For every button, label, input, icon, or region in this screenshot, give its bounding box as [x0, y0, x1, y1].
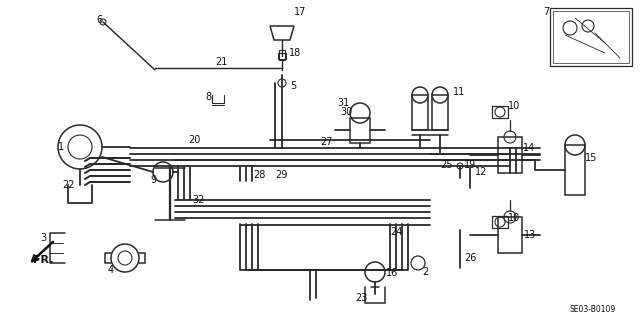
Text: 16: 16	[386, 268, 398, 278]
Text: 10: 10	[508, 101, 520, 111]
Bar	[550, 8, 632, 66]
Text: 29: 29	[275, 170, 287, 180]
Text: 27: 27	[320, 137, 333, 147]
Text: 23: 23	[355, 293, 367, 303]
Bar	[553, 11, 629, 63]
Text: 6: 6	[96, 15, 102, 25]
Text: 18: 18	[289, 48, 301, 58]
Text: 12: 12	[475, 167, 488, 177]
Bar	[565, 145, 585, 195]
Bar	[350, 118, 370, 143]
Text: 20: 20	[188, 135, 200, 145]
Text: 10: 10	[508, 213, 520, 223]
Text: 3: 3	[40, 233, 46, 243]
Text: 30: 30	[340, 107, 352, 117]
Bar	[498, 217, 522, 253]
Text: 1: 1	[58, 142, 64, 152]
Text: 24: 24	[390, 227, 403, 237]
Text: 11: 11	[453, 87, 465, 97]
Bar	[278, 53, 286, 59]
Text: 28: 28	[253, 170, 266, 180]
Text: 26: 26	[464, 253, 476, 263]
Text: 7: 7	[543, 7, 549, 17]
Text: 32: 32	[192, 195, 204, 205]
Text: 22: 22	[62, 180, 74, 190]
Bar	[498, 137, 522, 173]
Text: 14: 14	[523, 143, 535, 153]
Text: 15: 15	[585, 153, 597, 163]
Text: 21: 21	[215, 57, 227, 67]
Text: 5: 5	[290, 81, 296, 91]
Polygon shape	[270, 26, 294, 40]
Bar	[412, 95, 428, 130]
Text: 9: 9	[150, 175, 156, 185]
Text: 2: 2	[422, 267, 428, 277]
Bar	[432, 95, 448, 130]
Text: 25: 25	[440, 160, 452, 170]
Text: 17: 17	[294, 7, 307, 17]
Text: FR.: FR.	[33, 255, 54, 265]
Text: 13: 13	[524, 230, 536, 240]
Text: 8: 8	[205, 92, 211, 102]
Bar	[279, 50, 285, 60]
Text: SE03-B0109: SE03-B0109	[570, 306, 616, 315]
Text: 19: 19	[464, 160, 476, 170]
Text: 4: 4	[108, 265, 114, 275]
Text: 31: 31	[337, 98, 349, 108]
